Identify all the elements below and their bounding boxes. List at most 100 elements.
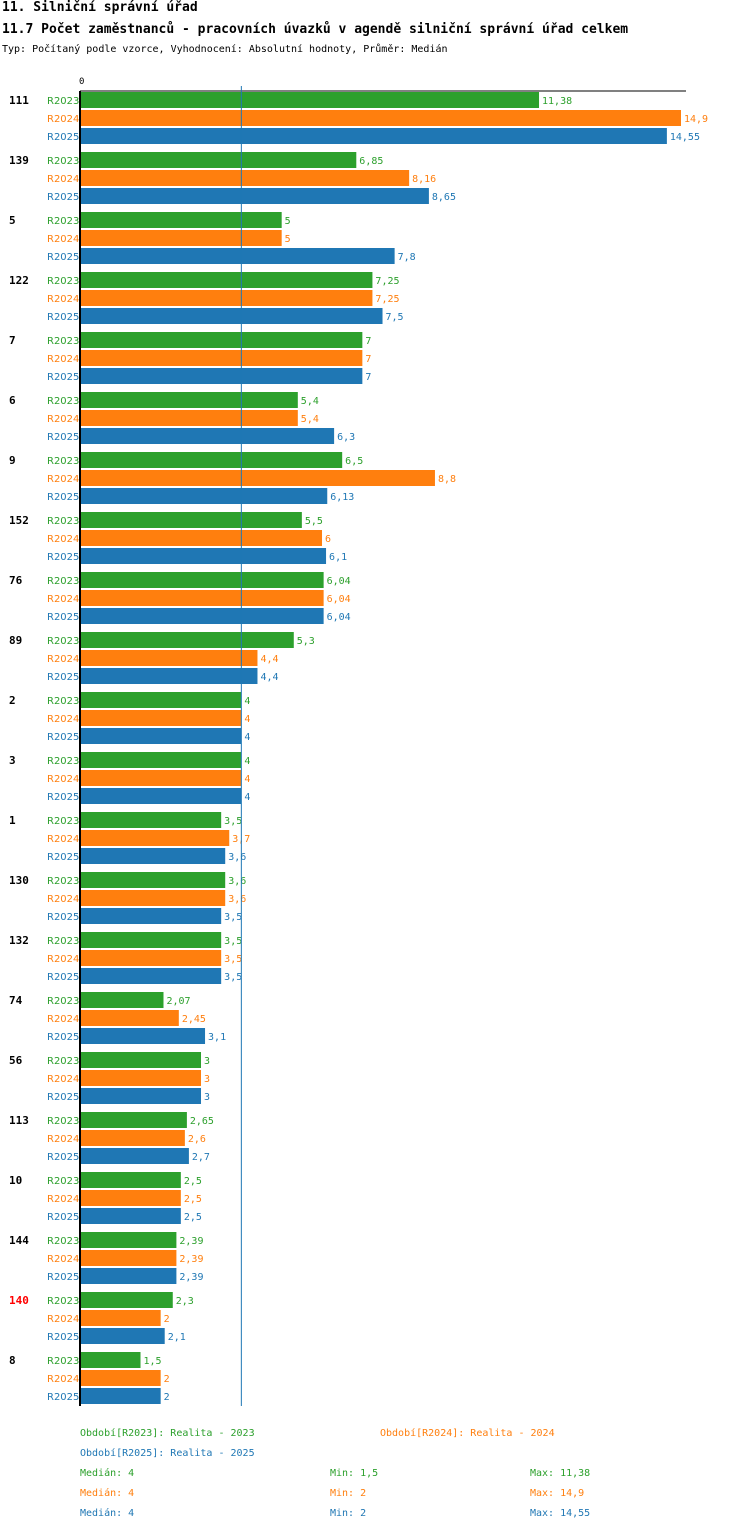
category-label: 9 — [9, 454, 16, 467]
value-label: 2,65 — [190, 1116, 214, 1127]
series-label: R2023 — [47, 156, 79, 167]
series-label: R2024 — [47, 954, 79, 965]
series-label: R2025 — [47, 1152, 79, 1163]
series-label: R2025 — [47, 1032, 79, 1043]
legend-period-r2023: Období[R2023]: Realita - 2023 — [80, 1428, 255, 1439]
series-label: R2025 — [47, 432, 79, 443]
value-label: 4 — [244, 774, 250, 785]
series-label: R2025 — [47, 1212, 79, 1223]
bar — [81, 272, 373, 288]
category-label: 5 — [9, 214, 16, 227]
value-label: 6,04 — [327, 594, 351, 605]
series-label: R2023 — [47, 396, 79, 407]
series-label: R2023 — [47, 696, 79, 707]
bar — [81, 488, 328, 504]
bar — [81, 1232, 177, 1248]
value-label: 4 — [244, 696, 250, 707]
category-label: 144 — [9, 1234, 29, 1247]
series-label: R2023 — [47, 336, 79, 347]
series-label: R2023 — [47, 1176, 79, 1187]
value-label: 6,1 — [329, 552, 347, 563]
series-label: R2025 — [47, 1092, 79, 1103]
bar — [81, 752, 242, 768]
legend-max-r2023: Max: 11,38 — [530, 1468, 591, 1479]
value-label: 6,04 — [327, 576, 351, 587]
legend-min-r2025: Min: 2 — [330, 1508, 367, 1519]
value-label: 6,85 — [359, 156, 383, 167]
legend-min-r2024: Min: 2 — [330, 1488, 367, 1499]
bar — [81, 350, 363, 366]
bar — [81, 572, 324, 588]
bar — [81, 308, 383, 324]
series-label: R2025 — [47, 672, 79, 683]
series-label: R2024 — [47, 774, 79, 785]
series-label: R2025 — [47, 792, 79, 803]
category-label: 139 — [9, 154, 29, 167]
bar — [81, 212, 282, 228]
section-title: 11. Silniční správní úřad — [2, 0, 198, 15]
bar — [81, 692, 242, 708]
series-label: R2025 — [47, 312, 79, 323]
series-label: R2023 — [47, 1356, 79, 1367]
series-label: R2025 — [47, 912, 79, 923]
series-label: R2024 — [47, 714, 79, 725]
bar — [81, 812, 222, 828]
bar — [81, 1250, 177, 1266]
category-label: 89 — [9, 634, 22, 647]
bar — [81, 470, 435, 486]
series-label: R2024 — [47, 174, 79, 185]
value-label: 2,5 — [184, 1212, 202, 1223]
value-label: 4 — [244, 714, 250, 725]
x-tick-label: 0 — [79, 77, 84, 87]
value-label: 2,07 — [166, 996, 190, 1007]
value-label: 3,6 — [228, 876, 246, 887]
bar — [81, 590, 324, 606]
series-label: R2024 — [47, 534, 79, 545]
series-label: R2023 — [47, 756, 79, 767]
value-label: 2,3 — [176, 1296, 194, 1307]
bar — [81, 1112, 187, 1128]
series-label: R2024 — [47, 234, 79, 245]
bar — [81, 1010, 179, 1026]
bar — [81, 1370, 161, 1386]
bar — [81, 1028, 206, 1044]
bar — [81, 608, 324, 624]
series-label: R2025 — [47, 612, 79, 623]
bar — [81, 788, 242, 804]
value-label: 8,65 — [432, 192, 456, 203]
series-label: R2023 — [47, 816, 79, 827]
bar — [81, 1352, 141, 1368]
value-label: 4 — [244, 732, 250, 743]
series-label: R2024 — [47, 114, 79, 125]
value-label: 2,7 — [192, 1152, 210, 1163]
legend-period-r2024: Období[R2024]: Realita - 2024 — [380, 1428, 555, 1439]
value-label: 5 — [285, 216, 291, 227]
bar — [81, 1208, 181, 1224]
bar — [81, 1310, 161, 1326]
category-label: 113 — [9, 1114, 29, 1127]
value-label: 2 — [164, 1374, 170, 1385]
bar — [81, 992, 164, 1008]
series-label: R2025 — [47, 1332, 79, 1343]
bar — [81, 830, 230, 846]
bar — [81, 368, 363, 384]
value-label: 2 — [164, 1392, 170, 1403]
series-label: R2024 — [47, 1074, 79, 1085]
series-label: R2024 — [47, 294, 79, 305]
series-label: R2024 — [47, 894, 79, 905]
bar — [81, 848, 226, 864]
series-label: R2023 — [47, 936, 79, 947]
value-label: 14,9 — [684, 114, 708, 125]
value-label: 4,4 — [260, 654, 278, 665]
bar — [81, 968, 222, 984]
value-label: 7 — [365, 336, 371, 347]
bar — [81, 128, 667, 144]
bar — [81, 1070, 202, 1086]
value-label: 6,13 — [330, 492, 354, 503]
series-label: R2024 — [47, 834, 79, 845]
series-label: R2024 — [47, 1194, 79, 1205]
value-label: 7,5 — [386, 312, 404, 323]
value-label: 2,39 — [179, 1272, 203, 1283]
bar — [81, 1190, 181, 1206]
value-label: 6,3 — [337, 432, 355, 443]
